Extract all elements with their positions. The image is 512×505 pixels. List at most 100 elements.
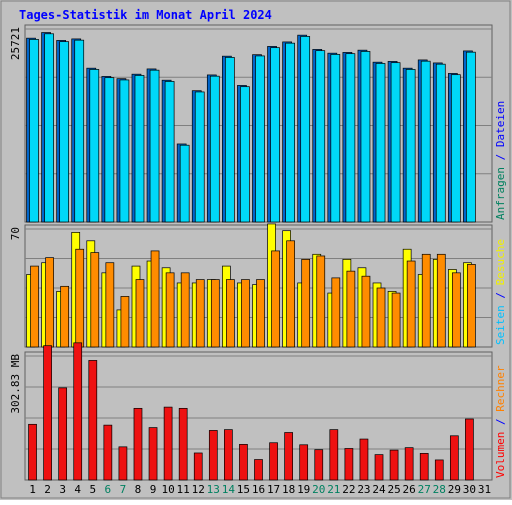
legend-entry: / (494, 154, 507, 167)
x-tick-label: 26 (403, 483, 416, 496)
legend-entry: / (494, 292, 507, 305)
x-tick-label: 24 (372, 483, 386, 496)
x-tick-label: 10 (161, 483, 174, 496)
bar-dateien (375, 63, 386, 223)
bar-volumen (178, 407, 188, 481)
chart-title: Tages-Statistik im Monat April 2024 (19, 8, 272, 22)
x-tick-label: 28 (433, 483, 446, 496)
bar-volumen (284, 432, 293, 481)
bar-besuche (346, 270, 356, 348)
bar-dateien (420, 60, 431, 223)
bar-dateien (300, 36, 311, 223)
x-tick-label: 3 (59, 483, 66, 496)
bar-dateien (360, 51, 371, 223)
panel-2: 70 Seiten / Besuche (9, 223, 507, 348)
bar-besuche (241, 279, 250, 348)
bar-volumen (73, 342, 83, 481)
bar-besuche (210, 279, 220, 348)
x-tick-label: 12 (192, 483, 205, 496)
bar-volumen (419, 453, 429, 481)
bar-besuche (316, 255, 326, 348)
bar-dateien (315, 50, 326, 223)
bar-volumen (269, 442, 278, 481)
bar-volumen (449, 435, 459, 481)
bar-volumen (133, 407, 143, 481)
x-tick-label: 17 (267, 483, 280, 496)
bar-besuche (135, 279, 145, 348)
bar-besuche (436, 253, 446, 348)
bar-dateien (450, 74, 461, 223)
x-tick-label: 4 (74, 483, 81, 496)
legend-entry: Besuche (494, 239, 507, 292)
bar-dateien (59, 41, 70, 223)
x-tick-label: 20 (312, 483, 325, 496)
bar-volumen (103, 424, 113, 481)
bar-dateien (240, 86, 250, 223)
panels-group: 25721 Anfragen / Dateien 70 Seiten / Besuch… (9, 24, 507, 481)
bar-besuche (376, 287, 386, 348)
bar-volumen (359, 438, 369, 481)
x-tick-label: 29 (448, 483, 461, 496)
bar-volumen (193, 452, 203, 481)
x-tick-label: 2 (44, 483, 51, 496)
bar-volumen (299, 444, 309, 481)
bar-dateien (44, 33, 54, 223)
bar-volumen (254, 459, 263, 481)
panel-legend: Seiten / Besuche (494, 239, 507, 345)
bar-volumen (208, 430, 218, 481)
x-tick-label: 7 (120, 483, 127, 496)
bar-volumen (28, 423, 37, 481)
bar-dateien (149, 69, 160, 223)
x-tick-label: 9 (150, 483, 157, 496)
bar-besuche (271, 250, 280, 348)
y-axis-label: 302.83 MB (9, 354, 22, 414)
x-tick-label: 6 (105, 483, 112, 496)
bar-besuche (256, 279, 265, 348)
bar-besuche (60, 285, 70, 348)
panel-legend: Volumen / Rechner (494, 365, 507, 478)
bar-besuche (195, 279, 205, 348)
bar-dateien (104, 77, 115, 223)
bar-volumen (314, 449, 324, 481)
bar-dateien (134, 75, 145, 223)
panel-frame (24, 351, 493, 481)
legend-entry: Anfragen (494, 167, 507, 220)
legend-entry: Dateien (494, 101, 507, 154)
legend-entry: / (494, 418, 507, 431)
legend-entry: Seiten (494, 305, 507, 345)
bar-volumen (239, 444, 248, 481)
x-tick-label: 1 (29, 483, 36, 496)
bar-besuche (301, 258, 311, 348)
bar-dateien (74, 39, 85, 223)
bar-dateien (330, 54, 341, 223)
bar-besuche (361, 275, 371, 348)
x-labels-group: 1 2 3 4 5 6 7 8 9 10 11 12 13 14 15 16 17 18 19 20 21 22 23 24 2… (29, 483, 491, 496)
bar-besuche (391, 292, 401, 348)
bar-besuche (105, 262, 115, 348)
bar-dateien (285, 42, 295, 223)
bar-besuche (45, 257, 54, 348)
x-tick-label: 23 (357, 483, 370, 496)
bar-volumen (374, 454, 384, 481)
bar-besuche (451, 272, 461, 348)
x-tick-label: 8 (135, 483, 142, 496)
bar-volumen (389, 449, 399, 481)
x-tick-label: 27 (418, 483, 431, 496)
bar-volumen (118, 446, 128, 481)
bar-besuche (226, 279, 235, 348)
panel-1: 25721 Anfragen / Dateien (9, 24, 507, 223)
bar-dateien (255, 55, 265, 223)
x-tick-label: 16 (252, 483, 265, 496)
bar-volumen (434, 459, 444, 481)
bar-volumen (148, 427, 158, 481)
bar-volumen (404, 447, 414, 481)
bar-dateien (405, 69, 416, 223)
bar-besuche (75, 248, 85, 348)
legend-entry: Rechner (494, 365, 507, 418)
bar-volumen (344, 448, 354, 481)
y-axis-label: 25721 (9, 27, 22, 60)
panel-legend: Anfragen / Dateien (494, 101, 507, 220)
bar-volumen (43, 345, 52, 481)
